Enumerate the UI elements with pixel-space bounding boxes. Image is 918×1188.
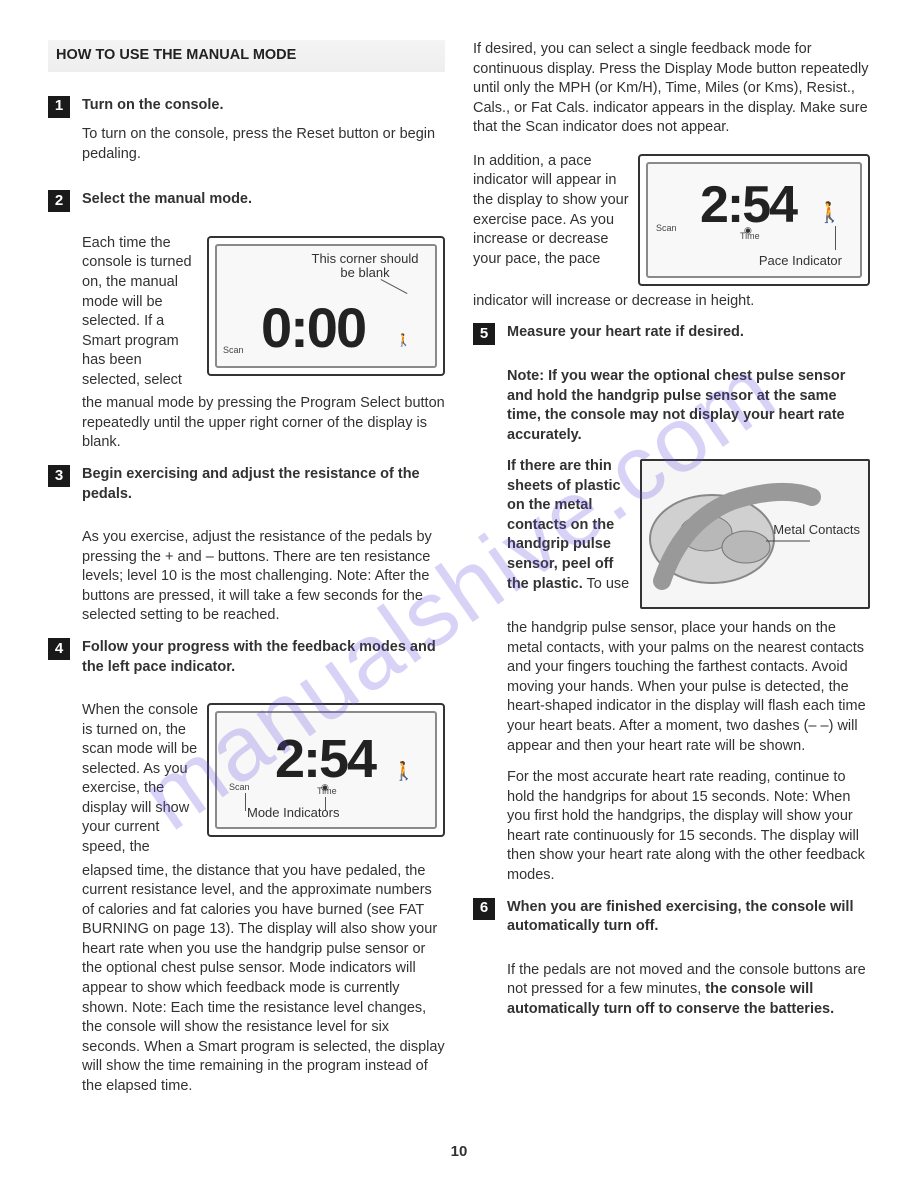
step-3-text: As you exercise, adjust the resistance o… xyxy=(82,528,445,626)
step-4-cont: elapsed time, the distance that you have… xyxy=(82,862,445,1097)
fig-b-callout: Mode Indicators xyxy=(247,804,340,822)
person-icon: 🚶 xyxy=(817,200,842,227)
step-number-4: 4 xyxy=(48,638,70,660)
step-4-wrap-text: When the console is turned on, the scan … xyxy=(82,702,198,855)
col2-top-para: If desired, you can select a single feed… xyxy=(473,40,870,138)
right-column: If desired, you can select a single feed… xyxy=(473,40,870,1108)
fig-c-callout: Pace Indicator xyxy=(759,252,842,270)
pace-indicator-block: 2:54 Scan Time ◉ 🚶 Pace Indicator In add… xyxy=(473,152,870,292)
fig-d-callout: Metal Contacts xyxy=(773,523,860,537)
two-column-layout: HOW TO USE THE MANUAL MODE 1 Turn on the… xyxy=(48,40,870,1108)
step-number-1: 1 xyxy=(48,96,70,118)
person-icon: 🚶 xyxy=(393,759,415,783)
handgrip-figure: Metal Contacts xyxy=(640,459,870,609)
step-3-title: Begin exercising and adjust the resistan… xyxy=(82,465,445,504)
step-1-title: Turn on the console. xyxy=(82,96,445,116)
step-5-handgrip-block: Metal Contacts If there are thin sheets … xyxy=(507,457,870,615)
step-6: 6 When you are finished exercising, the … xyxy=(473,898,870,947)
display-figure-blank-corner: This corner should be blank 0:00 Scan 🚶 xyxy=(207,236,445,376)
col2-wrap: In addition, a pace indicator will appea… xyxy=(473,153,629,267)
step-6-text: If the pedals are not moved and the cons… xyxy=(507,961,870,1020)
step-5-wrap-bold: If there are thin sheets of plastic on t… xyxy=(507,458,621,591)
left-column: HOW TO USE THE MANUAL MODE 1 Turn on the… xyxy=(48,40,445,1108)
step-1-text: To turn on the console, press the Reset … xyxy=(82,125,445,164)
step-number-3: 3 xyxy=(48,465,70,487)
step-number-5: 5 xyxy=(473,323,495,345)
step-5: 5 Measure your heart rate if desired. xyxy=(473,323,870,353)
step-5-p2: For the most accurate heart rate reading… xyxy=(507,768,870,885)
person-icon: 🚶 xyxy=(396,332,411,348)
fig-b-scan: Scan xyxy=(229,781,250,793)
fig-c-scan: Scan xyxy=(656,222,677,234)
step-3: 3 Begin exercising and adjust the resist… xyxy=(48,465,445,514)
clock-icon: ◉ xyxy=(744,224,752,236)
fig-a-callout: This corner should be blank xyxy=(305,252,425,281)
step-2-body: This corner should be blank 0:00 Scan 🚶 … xyxy=(82,234,445,391)
step-number-6: 6 xyxy=(473,898,495,920)
step-5-wrap-tail: To use xyxy=(583,576,630,592)
step-5-cont: the handgrip pulse sensor, place your ha… xyxy=(507,619,870,756)
fig-a-scan-label: Scan xyxy=(223,344,244,356)
step-4: 4 Follow your progress with the feedback… xyxy=(48,638,445,687)
step-6-title: When you are finished exercising, the co… xyxy=(507,898,870,937)
display-figure-pace: 2:54 Scan Time ◉ 🚶 Pace Indicator xyxy=(638,154,870,286)
step-5-note: Note: If you wear the optional chest pul… xyxy=(507,367,870,445)
step-5-title: Measure your heart rate if desired. xyxy=(507,323,870,343)
step-2-wrap-text: Each time the console is turned on, the … xyxy=(82,235,192,388)
step-2: 2 Select the manual mode. xyxy=(48,190,445,220)
clock-icon: ◉ xyxy=(321,781,329,793)
fig-a-digits: 0:00 xyxy=(261,290,365,366)
step-2-title: Select the manual mode. xyxy=(82,190,445,210)
col2-cont: indicator will increase or decrease in h… xyxy=(473,292,870,312)
section-header: HOW TO USE THE MANUAL MODE xyxy=(48,40,445,72)
step-2-cont: the manual mode by pressing the Program … xyxy=(82,394,445,453)
step-1: 1 Turn on the console. To turn on the co… xyxy=(48,96,445,177)
page-number: 10 xyxy=(0,1142,918,1162)
display-figure-mode-indicators: 2:54 Scan Time ◉ 🚶 Mode Indicators xyxy=(207,703,445,837)
step-number-2: 2 xyxy=(48,190,70,212)
step-4-body: 2:54 Scan Time ◉ 🚶 Mode Indicators When … xyxy=(82,701,445,858)
step-4-title: Follow your progress with the feedback m… xyxy=(82,638,445,677)
